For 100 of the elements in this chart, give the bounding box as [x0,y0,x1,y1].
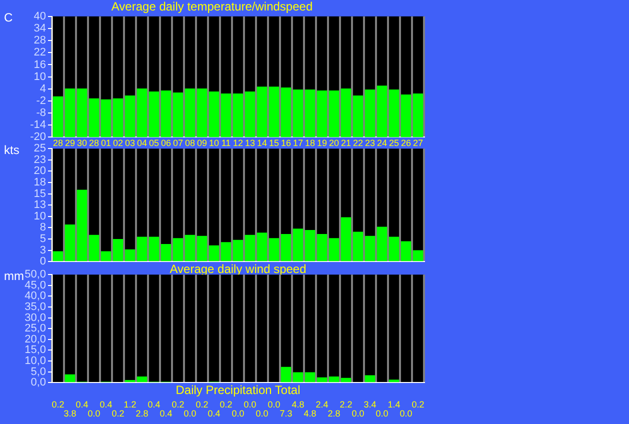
x-tick-label: 09 [196,138,208,148]
bar [400,241,412,262]
bar [268,238,280,262]
data-label: 0.0 [256,408,268,418]
data-label: 2.8 [328,408,340,418]
y-tick-label: 5 [40,233,46,246]
bar [340,88,352,138]
bar [364,236,376,262]
bar [64,374,76,382]
data-label: 3.8 [64,408,76,418]
data-label: 0.0 [400,408,412,418]
bar [388,236,400,262]
bar [412,94,424,138]
bar [220,94,232,138]
y-tick-label: 30,0 [24,312,46,324]
bar [292,372,304,382]
bar [64,224,76,262]
x-tick-label: 10 [208,138,220,148]
bar [76,88,88,138]
x-tick-label: 12 [232,138,244,148]
x-tick-label: 19 [316,138,328,148]
bar [280,87,292,138]
x-tick-label: 15 [268,138,280,148]
bar [112,98,124,138]
x-tick-label: 21 [340,138,352,148]
x-tick-label: 17 [292,138,304,148]
x-tick-label: 13 [244,138,256,148]
x-tick-label: 03 [124,138,136,148]
bar [280,234,292,262]
y-tick-label: 0 [40,256,46,268]
y-tick-label: 40 [34,10,46,22]
bar [100,99,112,138]
y-tick-label: -2 [36,94,46,107]
bar [112,239,124,262]
data-label: 0.0 [268,399,280,410]
y-tick-label: 10 [34,70,46,83]
bar [52,96,64,138]
bar [196,88,208,138]
bar [244,92,256,138]
y-axis-title: mm [4,268,24,283]
bar [160,90,172,138]
y-tick-label: 18 [34,176,46,189]
x-tick-label: 28 [52,138,64,148]
x-tick-label: 26 [400,138,412,148]
bar [172,238,184,262]
y-tick-label: 25,0 [24,322,46,335]
data-label: 0.2 [412,399,424,410]
bar [136,88,148,138]
data-label: 0.4 [76,399,88,410]
bar [304,230,316,262]
y-tick-label: 5,0 [30,366,46,378]
data-label: 4.8 [304,408,316,418]
x-tick-label: 02 [112,138,124,148]
data-label: 2.2 [340,399,352,410]
bar [148,236,160,262]
x-tick-label: 29 [64,138,76,148]
bar [340,217,352,262]
bar [340,378,352,382]
bar [328,376,340,382]
bar [148,92,160,138]
x-tick-label: 24 [376,138,388,148]
y-tick-label: -14 [30,119,46,132]
bar [412,250,424,262]
data-label: 4.8 [292,399,304,410]
bar [160,244,172,262]
bar [136,376,148,382]
y-tick-label: 20 [34,165,46,178]
y-tick-label: 22 [34,46,46,59]
bar [124,96,136,138]
bar [184,88,196,138]
x-tick-label: 28 [88,138,100,148]
bar [292,228,304,262]
x-tick-label: 18 [304,138,316,148]
y-tick-label: 16 [34,58,46,71]
bar [376,86,388,138]
y-tick-label: 13 [34,199,46,212]
x-tick-label: 08 [184,138,196,148]
y-tick-label: 50,0 [24,268,46,281]
bar [328,90,340,138]
x-axis-title: Average daily wind speed [170,262,306,276]
bar [376,226,388,262]
x-tick-label: 20 [328,138,340,148]
bar [304,89,316,138]
x-tick-label: 05 [148,138,160,148]
data-label: 2.4 [316,399,328,410]
bar [364,89,376,138]
x-tick-label: 23 [364,138,376,148]
y-axis-title: kts [4,142,20,157]
y-tick-label: 8 [40,222,46,234]
data-label: 0.2 [112,408,124,418]
x-tick-label: 16 [280,138,292,148]
y-tick-label: 3 [40,244,46,256]
data-label: 2.8 [136,408,148,418]
x-tick-label: 22 [352,138,364,148]
bar [316,234,328,262]
y-tick-label: 10,0 [24,355,46,368]
bar [88,234,100,262]
y-tick-label: 20,0 [24,333,46,346]
bar [196,236,208,262]
bar [172,92,184,138]
